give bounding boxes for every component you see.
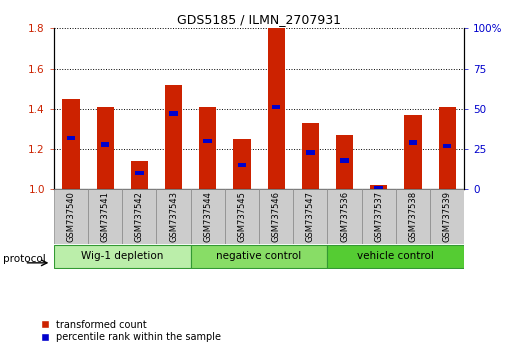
Text: Wig-1 depletion: Wig-1 depletion xyxy=(81,251,164,261)
Text: GSM737546: GSM737546 xyxy=(272,191,281,242)
Bar xyxy=(63,99,80,189)
Text: GSM737547: GSM737547 xyxy=(306,191,315,242)
Text: protocol: protocol xyxy=(3,254,45,264)
Text: GSM737541: GSM737541 xyxy=(101,192,110,242)
Bar xyxy=(306,150,314,155)
Bar xyxy=(204,139,212,143)
Bar xyxy=(131,161,148,189)
Bar xyxy=(122,189,156,244)
Bar xyxy=(54,189,88,244)
Legend: transformed count, percentile rank within the sample: transformed count, percentile rank withi… xyxy=(41,320,221,342)
Text: GSM737544: GSM737544 xyxy=(203,192,212,242)
Text: GSM737539: GSM737539 xyxy=(443,191,451,242)
Bar xyxy=(327,189,362,244)
Text: GSM737542: GSM737542 xyxy=(135,192,144,242)
Text: GSM737537: GSM737537 xyxy=(374,191,383,242)
Bar xyxy=(225,189,259,244)
Title: GDS5185 / ILMN_2707931: GDS5185 / ILMN_2707931 xyxy=(177,13,341,26)
Bar xyxy=(396,189,430,244)
Bar xyxy=(443,144,451,148)
Bar xyxy=(88,189,122,244)
Bar xyxy=(272,105,281,109)
Bar xyxy=(259,189,293,244)
Bar xyxy=(191,246,327,268)
Bar xyxy=(336,135,353,189)
Bar xyxy=(54,246,191,268)
Bar xyxy=(67,136,75,140)
Bar xyxy=(135,171,144,176)
Bar xyxy=(101,142,109,147)
Bar xyxy=(362,189,396,244)
Bar xyxy=(293,189,327,244)
Bar xyxy=(268,28,285,189)
Bar xyxy=(404,115,422,189)
Bar xyxy=(191,189,225,244)
Bar xyxy=(233,139,250,189)
Bar xyxy=(340,158,349,162)
Text: GSM737536: GSM737536 xyxy=(340,191,349,242)
Text: GSM737543: GSM737543 xyxy=(169,191,178,242)
Bar xyxy=(374,185,383,190)
Text: GSM737540: GSM737540 xyxy=(67,192,75,242)
Text: vehicle control: vehicle control xyxy=(358,251,435,261)
Text: GSM737538: GSM737538 xyxy=(408,191,418,242)
Bar xyxy=(439,107,456,189)
Bar xyxy=(370,185,387,189)
Bar xyxy=(169,112,178,116)
Bar xyxy=(409,141,417,145)
Bar xyxy=(327,246,464,268)
Bar xyxy=(199,107,216,189)
Bar xyxy=(96,107,114,189)
Bar xyxy=(430,189,464,244)
Text: negative control: negative control xyxy=(216,251,302,261)
Bar xyxy=(238,163,246,167)
Bar xyxy=(302,123,319,189)
Bar xyxy=(156,189,191,244)
Bar xyxy=(165,85,182,189)
Text: GSM737545: GSM737545 xyxy=(238,192,246,242)
